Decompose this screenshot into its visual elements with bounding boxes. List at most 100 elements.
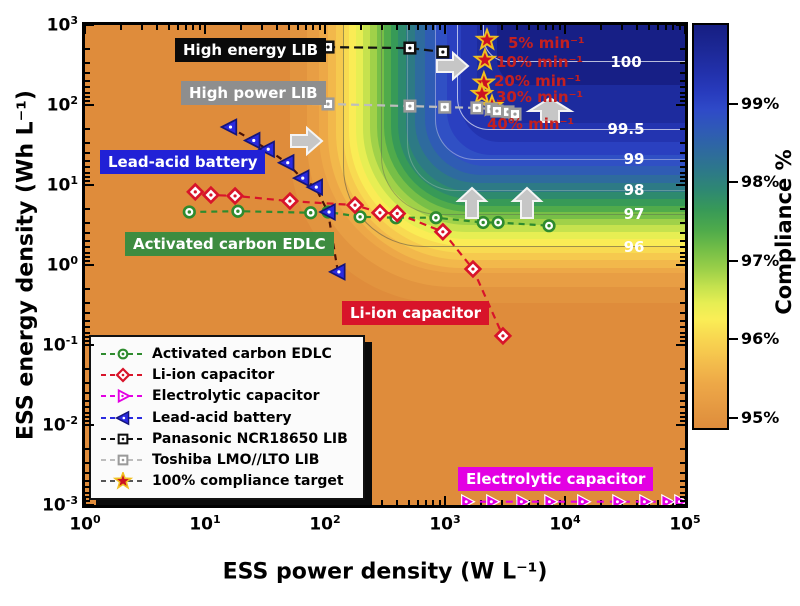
- axis-tick-y: [85, 331, 90, 334]
- marker-square: [441, 50, 445, 54]
- x-tick-label: 105: [669, 513, 701, 535]
- colorbar-tick: [729, 259, 738, 262]
- contour-line-96: [343, 25, 685, 247]
- axis-tick-y: [85, 319, 90, 322]
- axis-tick-x: [545, 25, 548, 30]
- axis-tick-y: [85, 128, 90, 131]
- axis-tick-x: [167, 25, 170, 30]
- axis-tick-y: [680, 91, 685, 94]
- marker-triangle-right: [516, 493, 531, 505]
- marker-square: [408, 46, 412, 50]
- legend-item: Li-ion capacitor: [99, 366, 355, 384]
- axis-tick-x: [672, 25, 675, 30]
- axis-tick-y: [85, 222, 90, 225]
- axis-tick-x: [198, 25, 201, 30]
- axis-tick-y: [85, 91, 90, 94]
- axis-tick-x: [318, 500, 321, 505]
- marker-triangle-right: [661, 493, 676, 505]
- colorbar-tick: [729, 338, 738, 341]
- axis-tick-y: [85, 246, 90, 249]
- axis-tick-y: [680, 288, 685, 291]
- axis-tick-x: [204, 25, 206, 34]
- marker-circle: [496, 220, 500, 225]
- axis-tick-x: [407, 25, 410, 30]
- legend-item-label: Toshiba LMO//LTO LIB: [152, 451, 320, 468]
- axis-tick-y: [680, 232, 685, 235]
- axis-tick-y: [680, 319, 685, 322]
- annotation-electrolytic-capacitor: Electrolytic capacitor: [458, 467, 654, 491]
- axis-tick-y: [85, 180, 90, 183]
- contour-label-96: 96: [623, 238, 645, 256]
- axis-tick-x: [396, 25, 399, 30]
- axis-tick-x: [564, 496, 566, 505]
- axis-tick-x: [297, 25, 300, 30]
- axis-tick-x: [501, 25, 504, 30]
- axis-tick-y: [85, 392, 90, 395]
- axis-tick-x: [287, 500, 290, 505]
- axis-tick-x: [141, 500, 144, 505]
- axis-tick-x: [141, 25, 144, 30]
- axis-tick-x: [665, 25, 668, 30]
- rate-label: 20% min⁻¹: [494, 72, 582, 90]
- axis-tick-x: [425, 25, 428, 30]
- axis-tick-y: [680, 222, 685, 225]
- axis-tick-y: [680, 176, 685, 179]
- axis-tick-y: [680, 72, 685, 75]
- marker-diamond: [209, 193, 213, 197]
- marker-square: [326, 102, 330, 106]
- marker-triangle-right: [639, 493, 654, 505]
- axis-tick-y: [680, 368, 685, 371]
- axis-tick-x: [177, 500, 180, 505]
- plot-area: 96 97 98 99 99.5 100 High energy LIB High power…: [85, 25, 685, 505]
- axis-tick-y: [85, 420, 90, 423]
- axis-tick-x: [85, 25, 86, 34]
- series-line-liion: [195, 190, 504, 337]
- colorbar-tick: [729, 102, 738, 105]
- x-tick-label: 104: [549, 513, 581, 535]
- marker-diamond: [288, 199, 292, 203]
- axis-tick-y: [85, 326, 90, 329]
- axis-tick-y: [85, 100, 90, 103]
- colorbar-gradient: [692, 23, 729, 430]
- axis-tick-x: [185, 25, 188, 30]
- annotation-li-ion-capacitor: Li-ion capacitor: [342, 301, 490, 325]
- legend-item: 100% compliance target: [99, 471, 355, 490]
- axis-tick-x: [192, 25, 195, 30]
- legend-marker-icon: [101, 433, 145, 444]
- axis-tick-y: [680, 142, 685, 145]
- axis-tick-y: [85, 166, 90, 169]
- marker-circle: [481, 220, 485, 225]
- trend-arrow-right-icon: [290, 125, 324, 157]
- legend-item: Activated carbon EDLC: [99, 345, 355, 363]
- legend-marker-icon: [101, 367, 145, 383]
- marker-circle: [121, 352, 125, 356]
- y-tick-label: 102: [46, 94, 78, 116]
- axis-tick-x: [192, 500, 195, 505]
- annotation-lead-acid-battery: Lead-acid battery: [100, 150, 266, 174]
- axis-tick-y: [85, 368, 90, 371]
- axis-tick-y: [85, 496, 90, 499]
- axis-tick-x: [185, 500, 188, 505]
- legend-item-label: Panasonic NCR18650 LIB: [152, 430, 348, 447]
- marker-square: [326, 45, 330, 49]
- marker-triangle-right: [674, 493, 685, 505]
- axis-tick-x: [156, 500, 159, 505]
- marker-triangle-right: [117, 389, 132, 404]
- axis-tick-y: [85, 239, 90, 242]
- axis-tick-y: [680, 128, 685, 131]
- legend-item-label: Activated carbon EDLC: [152, 346, 332, 363]
- y-tick-label: 10-1: [42, 334, 78, 356]
- y-tick-label: 103: [46, 14, 78, 36]
- colorbar-tick: [729, 181, 738, 184]
- axis-tick-x: [425, 500, 428, 505]
- axis-tick-x: [600, 25, 603, 30]
- data-overlay: [182, 26, 685, 505]
- marker-triangle-right: [642, 500, 646, 504]
- axis-tick-x: [261, 25, 264, 30]
- axis-tick-y: [680, 208, 685, 211]
- axis-tick-y: [680, 302, 685, 305]
- x-axis-title: ESS power density (W L⁻¹): [222, 559, 548, 585]
- marker-diamond: [501, 334, 505, 338]
- marker-square: [475, 106, 479, 110]
